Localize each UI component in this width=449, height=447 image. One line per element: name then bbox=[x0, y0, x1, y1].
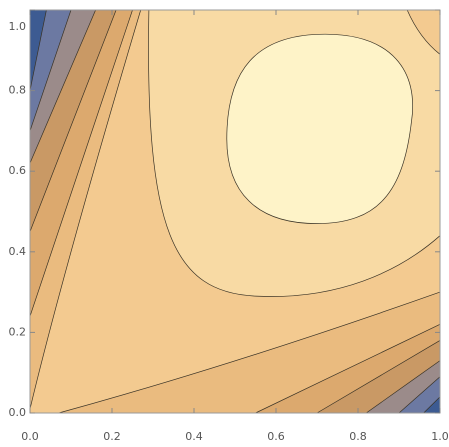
x-tick-label: 1.0 bbox=[431, 430, 449, 443]
contour-field bbox=[30, 10, 440, 413]
contour-line bbox=[149, 10, 440, 297]
y-tick-label: 1.0 bbox=[9, 20, 27, 33]
x-tick-label: 0.0 bbox=[21, 430, 39, 443]
contour-line bbox=[59, 292, 440, 413]
x-tick-label: 0.8 bbox=[349, 430, 367, 443]
y-tick-label: 0.6 bbox=[9, 164, 27, 177]
contour-band bbox=[226, 34, 413, 224]
contour-line bbox=[30, 10, 141, 409]
y-tick-label: 0.2 bbox=[9, 325, 27, 338]
x-tick-label: 0.4 bbox=[185, 430, 203, 443]
x-tick-label: 0.2 bbox=[103, 430, 121, 443]
contour-line bbox=[227, 34, 413, 223]
y-tick-label: 0.8 bbox=[9, 84, 27, 97]
x-tick-label: 0.6 bbox=[267, 430, 285, 443]
y-tick-label: 0.0 bbox=[9, 406, 27, 419]
y-tick-label: 0.4 bbox=[9, 245, 27, 258]
plot-frame bbox=[29, 9, 441, 414]
